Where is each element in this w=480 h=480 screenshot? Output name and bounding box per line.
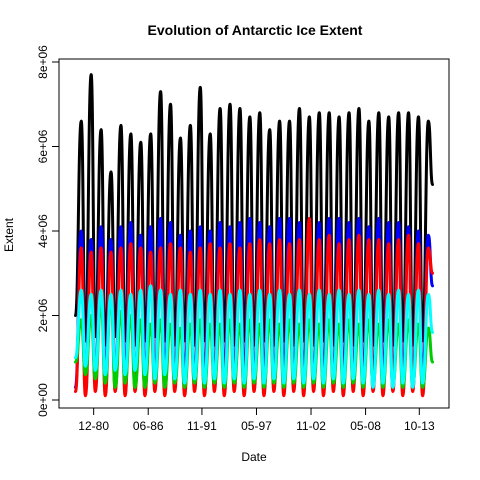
x-tick-label: 05-97 [241,419,272,433]
series-line-4 [73,284,435,389]
x-tick-label: 12-80 [78,419,109,433]
y-tick-label: 4e+06 [36,214,50,248]
y-tick-label: 2e+06 [36,298,50,332]
x-tick-label: 05-08 [350,419,381,433]
x-axis: 12-80 06-86 11-91 05-97 11-02 05-08 10-13 [78,407,435,433]
chart-title: Evolution of Antarctic Ice Extent [148,22,363,38]
y-tick-label: 6e+06 [36,129,50,163]
y-tick-label: 0e+00 [36,383,50,417]
series-layer [73,73,435,398]
x-tick-label: 11-91 [187,419,217,433]
x-axis-label: Date [241,450,267,464]
y-axis: 0e+00 2e+06 4e+06 6e+06 8e+06 [36,45,60,417]
y-tick-label: 8e+06 [36,45,50,79]
x-tick-label: 06-86 [133,419,164,433]
x-tick-label: 11-02 [296,419,326,433]
y-axis-label: Extent [2,217,16,252]
x-tick-label: 10-13 [404,419,435,433]
